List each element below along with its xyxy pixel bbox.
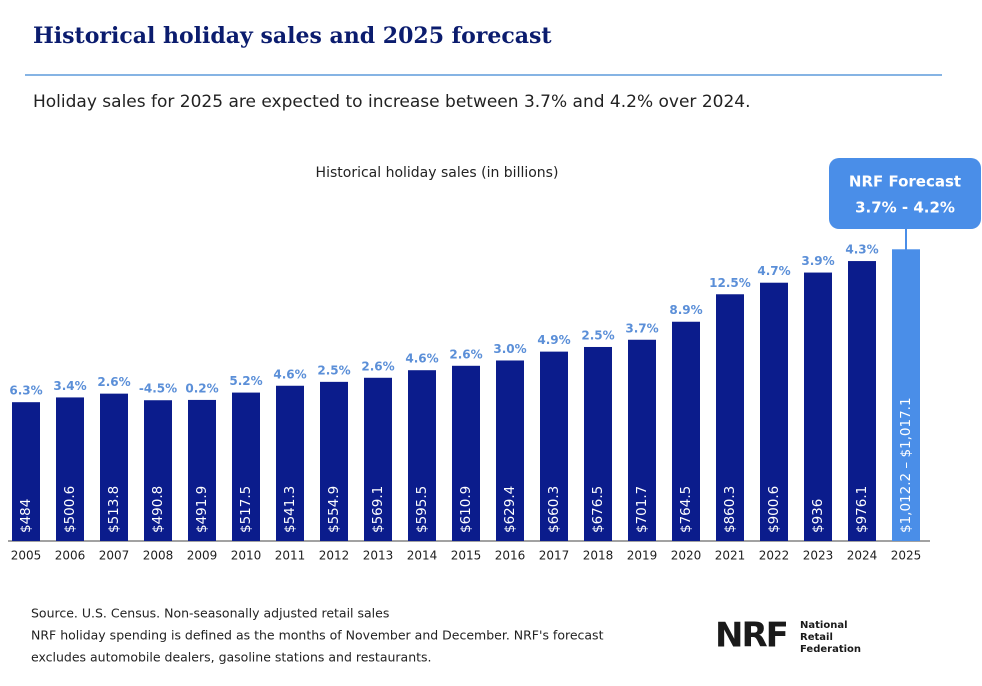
- value-label: $554.9: [326, 486, 342, 533]
- logo-name: Retail: [800, 632, 833, 643]
- x-tick-label: 2007: [99, 549, 130, 563]
- value-label: $517.5: [238, 486, 254, 533]
- growth-label: 12.5%: [709, 276, 751, 290]
- growth-label: 8.9%: [669, 303, 702, 317]
- footnote: NRF holiday spending is defined as the m…: [31, 628, 604, 643]
- value-label: $490.8: [150, 486, 166, 533]
- x-tick-label: 2010: [231, 549, 262, 563]
- bar: [452, 365, 480, 541]
- growth-label: -4.5%: [139, 382, 177, 396]
- bar: [496, 360, 524, 541]
- value-label: $860.3: [722, 486, 738, 533]
- x-tick-label: 2017: [539, 549, 570, 563]
- bar: [628, 339, 656, 541]
- x-tick-label: 2025: [891, 549, 922, 563]
- bar: [408, 370, 436, 541]
- x-tick-label: 2018: [583, 549, 614, 563]
- x-tick-label: 2005: [11, 549, 42, 563]
- value-label: $936: [810, 499, 826, 533]
- x-tick-label: 2013: [363, 549, 394, 563]
- x-tick-label: 2015: [451, 549, 482, 563]
- growth-label: 4.7%: [757, 264, 790, 278]
- bar: [804, 272, 832, 541]
- growth-label: 3.7%: [625, 321, 658, 335]
- bar: [760, 282, 788, 541]
- bar: [12, 402, 40, 541]
- value-label: $595.5: [414, 486, 430, 533]
- value-label: $676.5: [590, 486, 606, 533]
- value-label: $976.1: [854, 486, 870, 533]
- growth-label: 4.6%: [273, 367, 306, 381]
- bar: [320, 381, 348, 541]
- growth-label: 2.5%: [317, 363, 350, 377]
- x-tick-label: 2016: [495, 549, 526, 563]
- x-tick-label: 2011: [275, 549, 306, 563]
- growth-label: 2.6%: [361, 359, 394, 373]
- value-label: $900.6: [766, 486, 782, 533]
- forecast-bar: [892, 249, 920, 541]
- footnote: excludes automobile dealers, gasoline st…: [31, 650, 432, 665]
- growth-label: 3.9%: [801, 254, 834, 268]
- growth-label: 2.5%: [581, 328, 614, 342]
- x-tick-label: 2020: [671, 549, 702, 563]
- callout-range: 3.7% - 4.2%: [855, 199, 955, 217]
- x-tick-label: 2019: [627, 549, 658, 563]
- value-label: $764.5: [678, 486, 694, 533]
- x-tick-label: 2023: [803, 549, 834, 563]
- growth-label: 2.6%: [97, 375, 130, 389]
- x-tick-label: 2021: [715, 549, 746, 563]
- forecast-callout: [829, 158, 981, 229]
- value-label: $701.7: [634, 486, 650, 533]
- forecast-value-label: $1,012.2 – $1,017.1: [898, 397, 914, 533]
- value-label: $513.8: [106, 486, 122, 533]
- growth-label: 5.2%: [229, 374, 262, 388]
- bar: [672, 321, 700, 541]
- bar: [144, 400, 172, 541]
- x-tick-label: 2006: [55, 549, 86, 563]
- growth-label: 4.3%: [845, 243, 878, 257]
- bar: [100, 393, 128, 541]
- x-tick-label: 2009: [187, 549, 218, 563]
- bar: [364, 377, 392, 541]
- bar: [716, 294, 744, 541]
- value-label: $541.3: [282, 486, 298, 533]
- growth-label: 4.9%: [537, 333, 570, 347]
- x-tick-label: 2012: [319, 549, 350, 563]
- x-tick-label: 2024: [847, 549, 878, 563]
- bar: [848, 261, 876, 541]
- value-label: $491.9: [194, 486, 210, 533]
- logo-name: Federation: [800, 644, 861, 655]
- growth-label: 3.0%: [493, 342, 526, 356]
- growth-label: 0.2%: [185, 381, 218, 395]
- growth-label: 3.4%: [53, 379, 86, 393]
- value-label: $569.1: [370, 486, 386, 533]
- bar: [188, 399, 216, 541]
- bar: [540, 351, 568, 541]
- growth-label: 4.6%: [405, 352, 438, 366]
- value-label: $660.3: [546, 486, 562, 533]
- subtitle: Holiday sales for 2025 are expected to i…: [33, 92, 751, 112]
- bar: [56, 397, 84, 541]
- x-tick-label: 2008: [143, 549, 174, 563]
- chart-label: Historical holiday sales (in billions): [316, 165, 559, 181]
- footnote: Source. U.S. Census. Non-seasonally adju…: [31, 606, 389, 621]
- value-label: $629.4: [502, 486, 518, 533]
- bar: [276, 385, 304, 541]
- growth-label: 6.3%: [9, 384, 42, 398]
- bar: [584, 346, 612, 541]
- value-label: $500.6: [62, 486, 78, 533]
- bar: [232, 392, 260, 541]
- logo-mark: NRF: [715, 616, 787, 656]
- x-tick-label: 2022: [759, 549, 790, 563]
- value-label: $610.9: [458, 486, 474, 533]
- value-label: $484: [18, 499, 34, 533]
- callout-title: NRF Forecast: [849, 173, 961, 191]
- chart-title: Historical holiday sales and 2025 foreca…: [33, 23, 552, 49]
- x-tick-label: 2014: [407, 549, 438, 563]
- growth-label: 2.6%: [449, 347, 482, 361]
- logo-name: National: [800, 620, 848, 631]
